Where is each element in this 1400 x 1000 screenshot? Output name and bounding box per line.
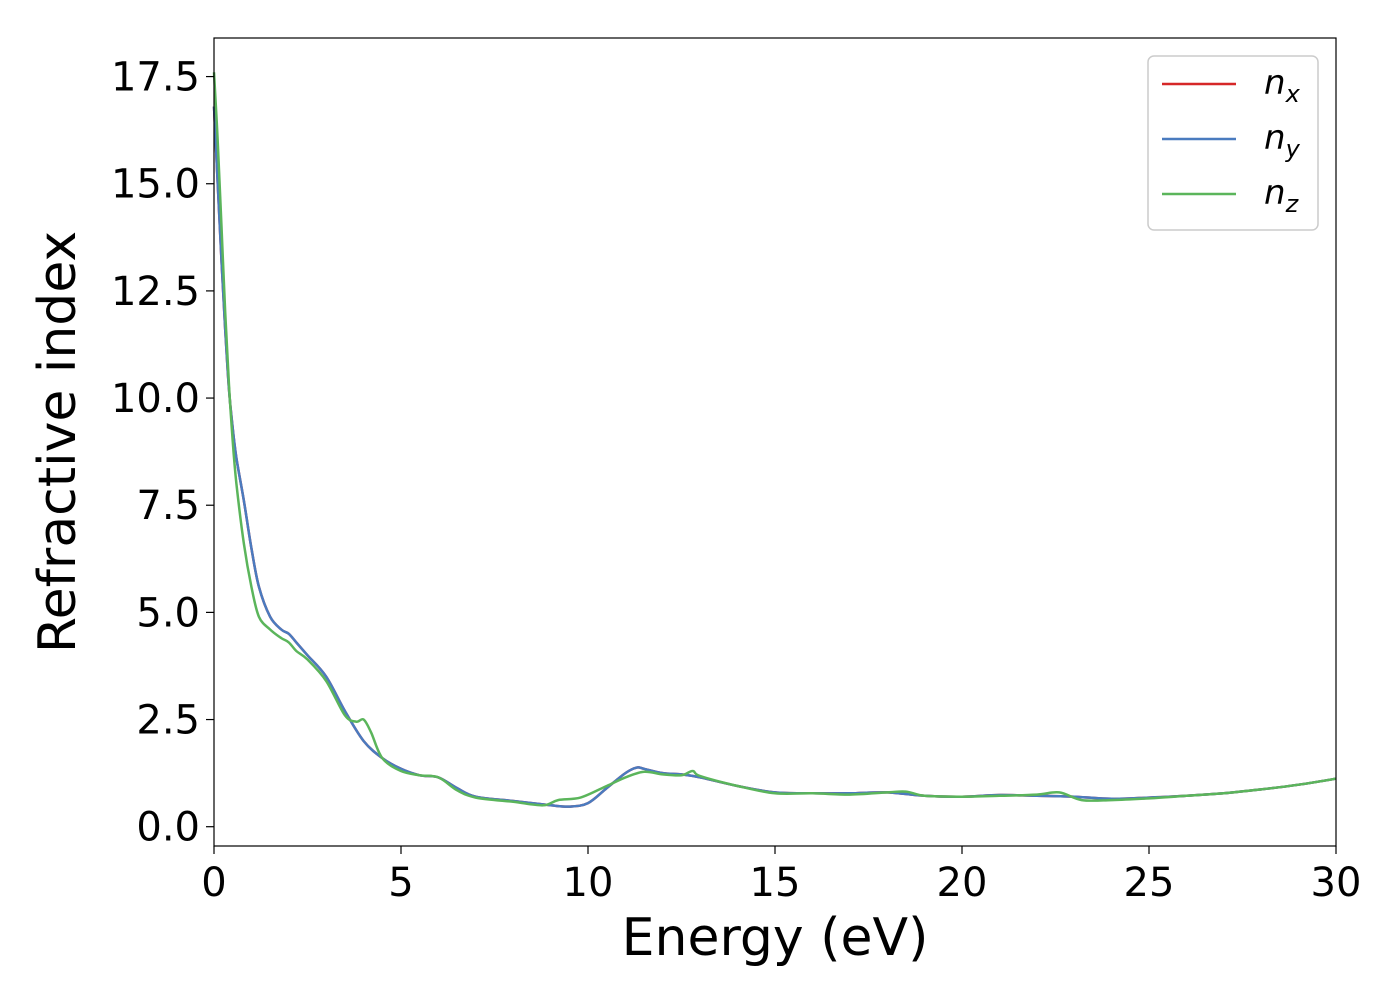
y-tick-label: 5.0 <box>136 590 200 636</box>
legend-label-nz: nz <box>1264 173 1300 218</box>
y-tick-label: 7.5 <box>136 483 200 529</box>
series-layer <box>212 72 1337 808</box>
y-tick-label: 12.5 <box>111 269 200 315</box>
y-axis-ticks: 0.0 2.5 5.0 7.5 10.0 12.5 15.0 17.5 <box>111 55 214 851</box>
y-tick-label: 17.5 <box>111 55 200 101</box>
x-tick-label: 10 <box>563 860 614 906</box>
y-tick-label: 10.0 <box>111 376 200 422</box>
legend: nx ny nz <box>1147 55 1319 231</box>
x-tick-label: 0 <box>201 860 226 906</box>
x-tick-label: 25 <box>1124 860 1175 906</box>
y-tick-label: 2.5 <box>136 698 200 744</box>
x-tick-label: 15 <box>750 860 801 906</box>
y-tick-label: 15.0 <box>111 162 200 208</box>
y-tick-label: 0.0 <box>136 805 200 851</box>
x-tick-label: 5 <box>388 860 413 906</box>
x-axis-ticks: 0 5 10 15 20 25 30 <box>201 846 1361 906</box>
legend-label-ny: ny <box>1264 118 1301 163</box>
legend-label-nx: nx <box>1264 63 1301 108</box>
x-tick-label: 20 <box>937 860 988 906</box>
y-axis-label: Refractive index <box>28 231 88 653</box>
x-tick-label: 30 <box>1311 860 1362 906</box>
legend-entries: nx ny nz <box>1162 63 1301 218</box>
series-line-nz <box>212 72 1337 807</box>
x-axis-label: Energy (eV) <box>622 908 929 968</box>
legend-box <box>1147 55 1319 231</box>
